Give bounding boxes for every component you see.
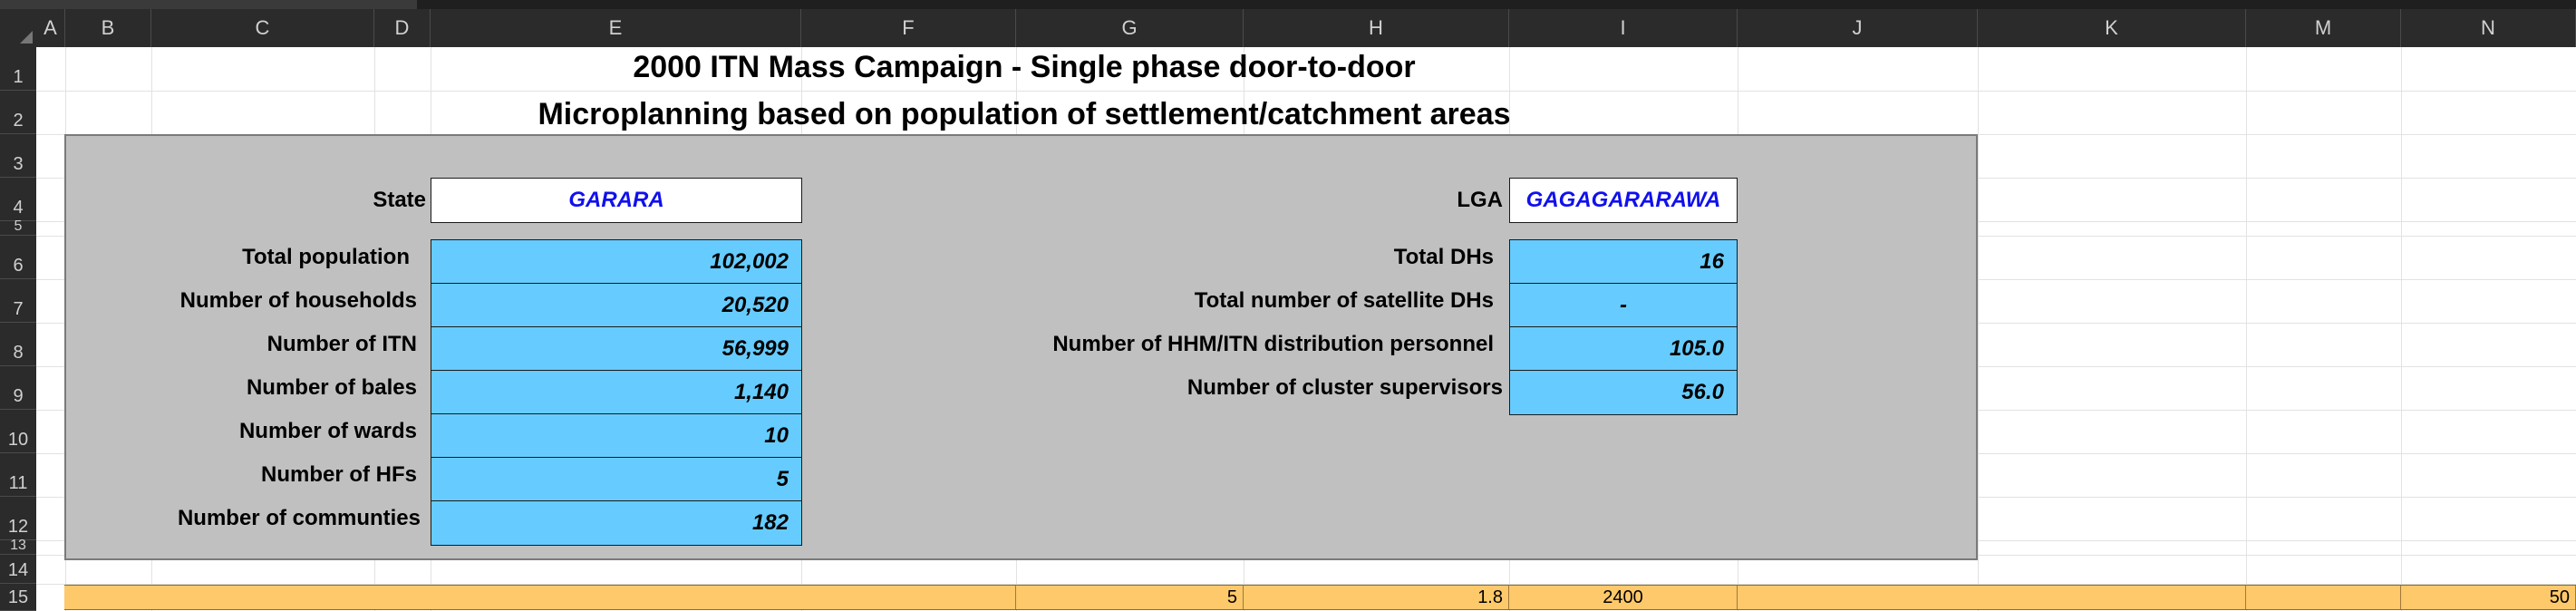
bales-value[interactable]: 1,140 [431,370,802,415]
column-header-n[interactable]: N [2401,9,2576,47]
itn-count-label: Number of ITN [266,332,417,356]
total-dhs-value[interactable]: 16 [1509,239,1738,285]
row-header-7[interactable]: 7 [0,279,36,323]
state-label: State [373,188,426,212]
satellite-dhs-value[interactable]: - [1509,283,1738,328]
row-header-14[interactable]: 14 [0,555,36,584]
column-header-g[interactable]: G [1016,9,1244,47]
row-header-4[interactable]: 4 [0,178,36,221]
row15-cell-i[interactable]: 2400 [1509,586,1738,609]
column-header-j[interactable]: J [1738,9,1978,47]
column-header-b[interactable]: B [65,9,151,47]
bales-label: Number of bales [246,375,417,400]
wards-value[interactable]: 10 [431,413,802,459]
row-header-5[interactable]: 5 [0,218,36,236]
total-population-label: Total population [242,245,410,269]
row-header-9[interactable]: 9 [0,366,36,410]
satellite-dhs-label: Total number of satellite DHs [1194,288,1494,313]
row15-cell-m[interactable] [2246,586,2401,609]
total-dhs-label: Total DHs [1393,245,1494,269]
select-all-corner[interactable] [0,9,36,47]
row15-cell-h[interactable]: 1.8 [1244,586,1509,609]
hfs-value[interactable]: 5 [431,457,802,502]
column-header-d[interactable]: D [374,9,431,47]
row-header-15[interactable]: 15 [0,584,36,611]
microplanning-subtitle: Microplanning based on population of set… [537,97,1511,131]
households-label: Number of households [179,288,417,313]
state-dropdown[interactable]: GARARA [431,178,802,223]
row15-cell-g[interactable]: 5 [1016,586,1244,609]
cluster-supervisors-value[interactable]: 56.0 [1509,370,1738,415]
row-header-2[interactable]: 2 [0,91,36,134]
campaign-title: 2000 ITN Mass Campaign - Single phase do… [633,50,1416,84]
row-header-10[interactable]: 10 [0,410,36,453]
households-value[interactable]: 20,520 [431,283,802,328]
column-header-m[interactable]: M [2246,9,2401,47]
communities-value[interactable]: 182 [431,500,802,546]
column-header-h[interactable]: H [1244,9,1509,47]
lga-dropdown[interactable]: GAGAGARARAWA [1509,178,1738,223]
row15-cell-j-k[interactable] [1738,586,2246,609]
row-header-1[interactable]: 1 [0,47,36,91]
row-header-13[interactable]: 13 [0,538,36,555]
column-header-i[interactable]: I [1509,9,1738,47]
row-header-12[interactable]: 12 [0,497,36,540]
row-header-bar: 1 2 3 4 5 6 7 8 9 10 11 12 13 14 15 [0,47,36,611]
row-15-strip: 5 1.8 2400 50 [64,585,2576,610]
wards-label: Number of wards [238,419,417,443]
row-header-6[interactable]: 6 [0,236,36,279]
communities-label: Number of communties [177,506,421,530]
column-header-f[interactable]: F [801,9,1016,47]
column-header-c[interactable]: C [151,9,374,47]
column-header-bar: A B C D E F G H I J K M N [0,9,2576,47]
column-header-k[interactable]: K [1978,9,2246,47]
column-header-a[interactable]: A [36,9,65,47]
row-header-8[interactable]: 8 [0,323,36,366]
cluster-supervisors-label: Number of cluster supervisors [1186,375,1503,400]
row15-cell-b-f[interactable] [64,586,1016,609]
column-header-e[interactable]: E [431,9,801,47]
total-population-value[interactable]: 102,002 [431,239,802,285]
distribution-personnel-value[interactable]: 105.0 [1509,326,1738,372]
row-header-11[interactable]: 11 [0,453,36,497]
distribution-personnel-label: Number of HHM/ITN distribution personnel [1052,332,1494,356]
itn-count-value[interactable]: 56,999 [431,326,802,372]
hfs-label: Number of HFs [260,462,417,487]
lga-label: LGA [1457,188,1503,212]
window-top-bar [0,0,2576,9]
row15-cell-n[interactable]: 50 [2401,586,2576,609]
top-tab-strip [0,0,417,9]
row-header-3[interactable]: 3 [0,134,36,178]
